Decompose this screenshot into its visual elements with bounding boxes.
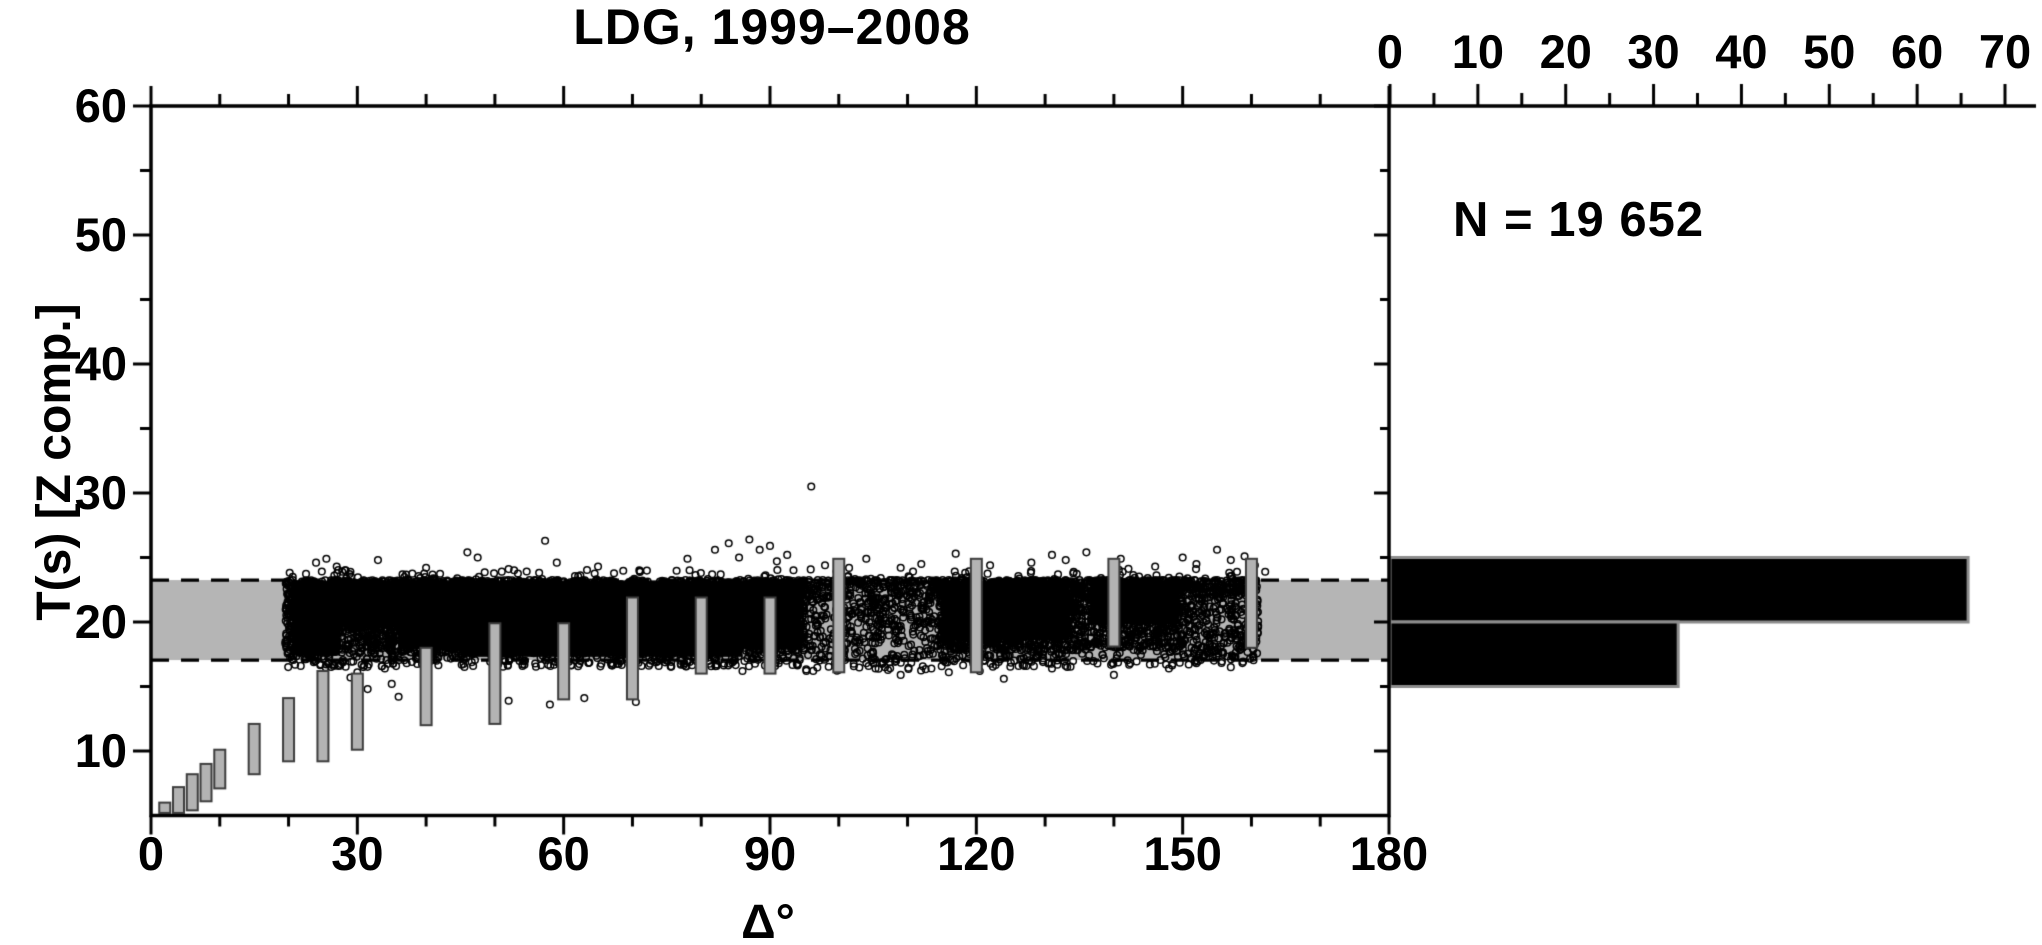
y-tick-label: 30 (74, 466, 127, 519)
histogram-tick-label: 60 (1891, 25, 1944, 78)
histogram-tick-label: 0 (1376, 25, 1404, 78)
histogram-tick-label: 50 (1803, 25, 1856, 78)
histogram-tick-label: 40 (1715, 25, 1768, 78)
x-tick-label: 150 (1143, 827, 1222, 880)
x-axis-label: Δ° (741, 896, 795, 945)
histogram-tick-label: 30 (1627, 25, 1680, 78)
histogram-tick-label: 70 (1978, 25, 2032, 78)
histogram-tick-label: 10 (1451, 25, 1504, 78)
sample-count-annotation: N = 19 652 (1453, 193, 1705, 247)
x-tick-label: 0 (137, 827, 165, 880)
y-tick-label: 60 (74, 79, 127, 132)
x-tick-label: 180 (1349, 827, 1429, 880)
x-tick-label: 30 (331, 827, 384, 880)
x-tick-label: 90 (743, 827, 797, 880)
y-tick-label: 10 (74, 724, 127, 777)
y-tick-label: 40 (74, 337, 127, 390)
x-tick-label: 60 (537, 827, 590, 880)
y-tick-label: 50 (74, 208, 127, 261)
y-tick-label: 20 (74, 595, 127, 648)
chart-title: LDG, 1999–2008 (573, 0, 971, 55)
x-tick-label: 120 (937, 827, 1016, 880)
histogram-tick-label: 20 (1539, 25, 1592, 78)
